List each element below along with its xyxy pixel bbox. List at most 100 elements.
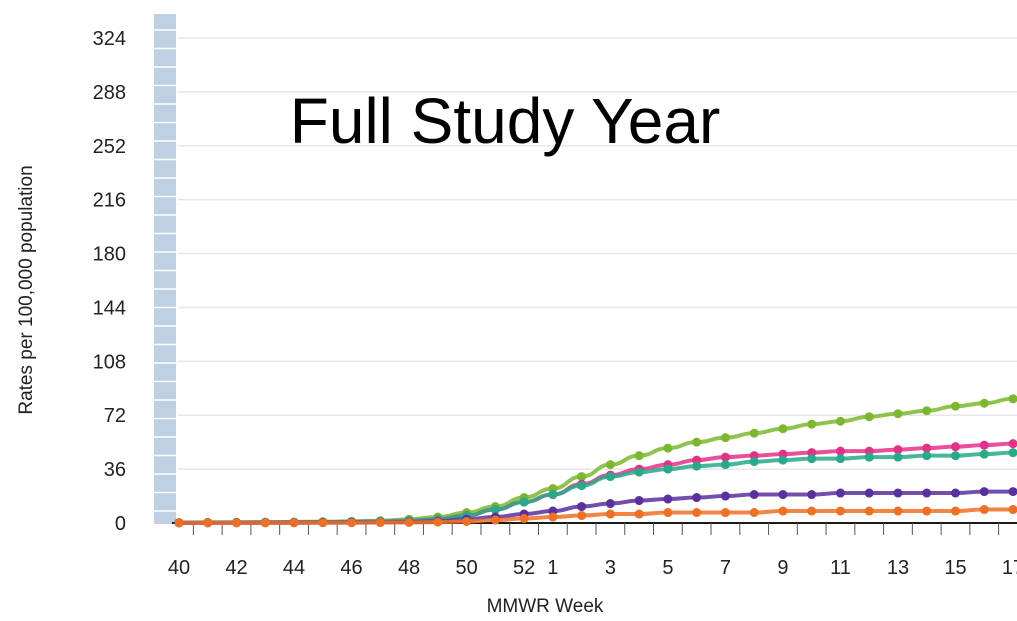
data-point xyxy=(922,406,931,415)
data-point xyxy=(433,518,442,527)
data-point xyxy=(606,460,615,469)
data-point xyxy=(577,481,586,490)
y-tick-label: 108 xyxy=(93,351,126,373)
data-point xyxy=(635,510,644,519)
x-tick-label: 52 xyxy=(513,557,535,579)
data-point xyxy=(922,451,931,460)
data-point xyxy=(663,495,672,504)
data-point xyxy=(692,462,701,471)
x-tick-label: 13 xyxy=(887,557,909,579)
data-point xyxy=(548,490,557,499)
data-point xyxy=(692,493,701,502)
x-tick-label: 46 xyxy=(340,557,362,579)
data-point xyxy=(721,508,730,517)
data-point xyxy=(980,450,989,459)
scroll-band-track[interactable] xyxy=(154,14,176,524)
data-point xyxy=(1009,448,1017,457)
data-point xyxy=(865,412,874,421)
x-tick-label: 1 xyxy=(547,557,558,579)
data-point xyxy=(318,518,327,527)
x-tick-label: 17 xyxy=(1002,557,1017,579)
series-line xyxy=(179,492,1013,523)
data-point xyxy=(951,489,960,498)
data-point xyxy=(922,507,931,516)
data-point xyxy=(778,490,787,499)
data-point xyxy=(1009,394,1017,403)
y-tick-label: 72 xyxy=(104,405,126,427)
y-tick-label: 288 xyxy=(93,82,126,104)
data-point xyxy=(893,489,902,498)
series-group xyxy=(175,394,1017,527)
data-point xyxy=(175,518,184,527)
chart-title: Full Study Year xyxy=(290,85,721,157)
data-point xyxy=(290,518,299,527)
data-point xyxy=(807,454,816,463)
x-tick-label: 11 xyxy=(830,557,851,579)
data-point xyxy=(778,456,787,465)
data-point xyxy=(1009,439,1017,448)
data-point xyxy=(1009,487,1017,496)
data-point xyxy=(663,508,672,517)
data-point xyxy=(548,513,557,522)
x-tick-label: 42 xyxy=(225,557,247,579)
data-point xyxy=(750,490,759,499)
data-point xyxy=(865,453,874,462)
data-point xyxy=(577,502,586,511)
y-axis-title: Rates per 100,000 population xyxy=(16,165,37,414)
y-tick-label: 144 xyxy=(93,297,126,319)
data-point xyxy=(836,417,845,426)
data-point xyxy=(405,518,414,527)
scroll-band[interactable] xyxy=(154,14,176,524)
x-tick-label: 15 xyxy=(944,557,966,579)
data-point xyxy=(750,508,759,517)
data-point xyxy=(750,457,759,466)
data-point xyxy=(807,420,816,429)
data-point xyxy=(635,468,644,477)
data-point xyxy=(491,516,500,525)
data-point xyxy=(721,433,730,442)
data-point xyxy=(865,507,874,516)
x-tick-label: 5 xyxy=(662,557,673,579)
data-point xyxy=(577,511,586,520)
data-point xyxy=(893,453,902,462)
y-tick-label: 36 xyxy=(104,459,126,481)
x-tick-label: 48 xyxy=(398,557,420,579)
data-point xyxy=(692,438,701,447)
data-point xyxy=(606,472,615,481)
data-point xyxy=(606,510,615,519)
data-point xyxy=(922,489,931,498)
x-axis-title: MMWR Week xyxy=(487,596,604,616)
x-tick-label: 44 xyxy=(283,557,305,579)
x-tick-label: 3 xyxy=(605,557,616,579)
data-point xyxy=(865,489,874,498)
data-point xyxy=(1009,505,1017,514)
x-tick-label: 9 xyxy=(777,557,788,579)
y-tick-label: 252 xyxy=(93,136,126,158)
data-point xyxy=(347,518,356,527)
data-point xyxy=(721,460,730,469)
data-point xyxy=(721,492,730,501)
data-point xyxy=(980,487,989,496)
data-point xyxy=(376,518,385,527)
y-tick-label: 216 xyxy=(93,190,126,212)
data-point xyxy=(232,518,241,527)
data-point xyxy=(663,444,672,453)
data-point xyxy=(663,465,672,474)
series-layer xyxy=(175,394,1017,527)
data-point xyxy=(951,507,960,516)
data-point xyxy=(778,507,787,516)
data-point xyxy=(606,499,615,508)
y-tick-label: 0 xyxy=(115,513,126,535)
data-point xyxy=(893,409,902,418)
data-point xyxy=(462,517,471,526)
x-tick-label: 40 xyxy=(168,557,190,579)
y-tick-label: 324 xyxy=(93,28,126,50)
data-point xyxy=(951,442,960,451)
data-point xyxy=(261,518,270,527)
data-point xyxy=(203,518,212,527)
x-tick-label: 50 xyxy=(455,557,477,579)
data-point xyxy=(836,454,845,463)
data-point xyxy=(778,424,787,433)
